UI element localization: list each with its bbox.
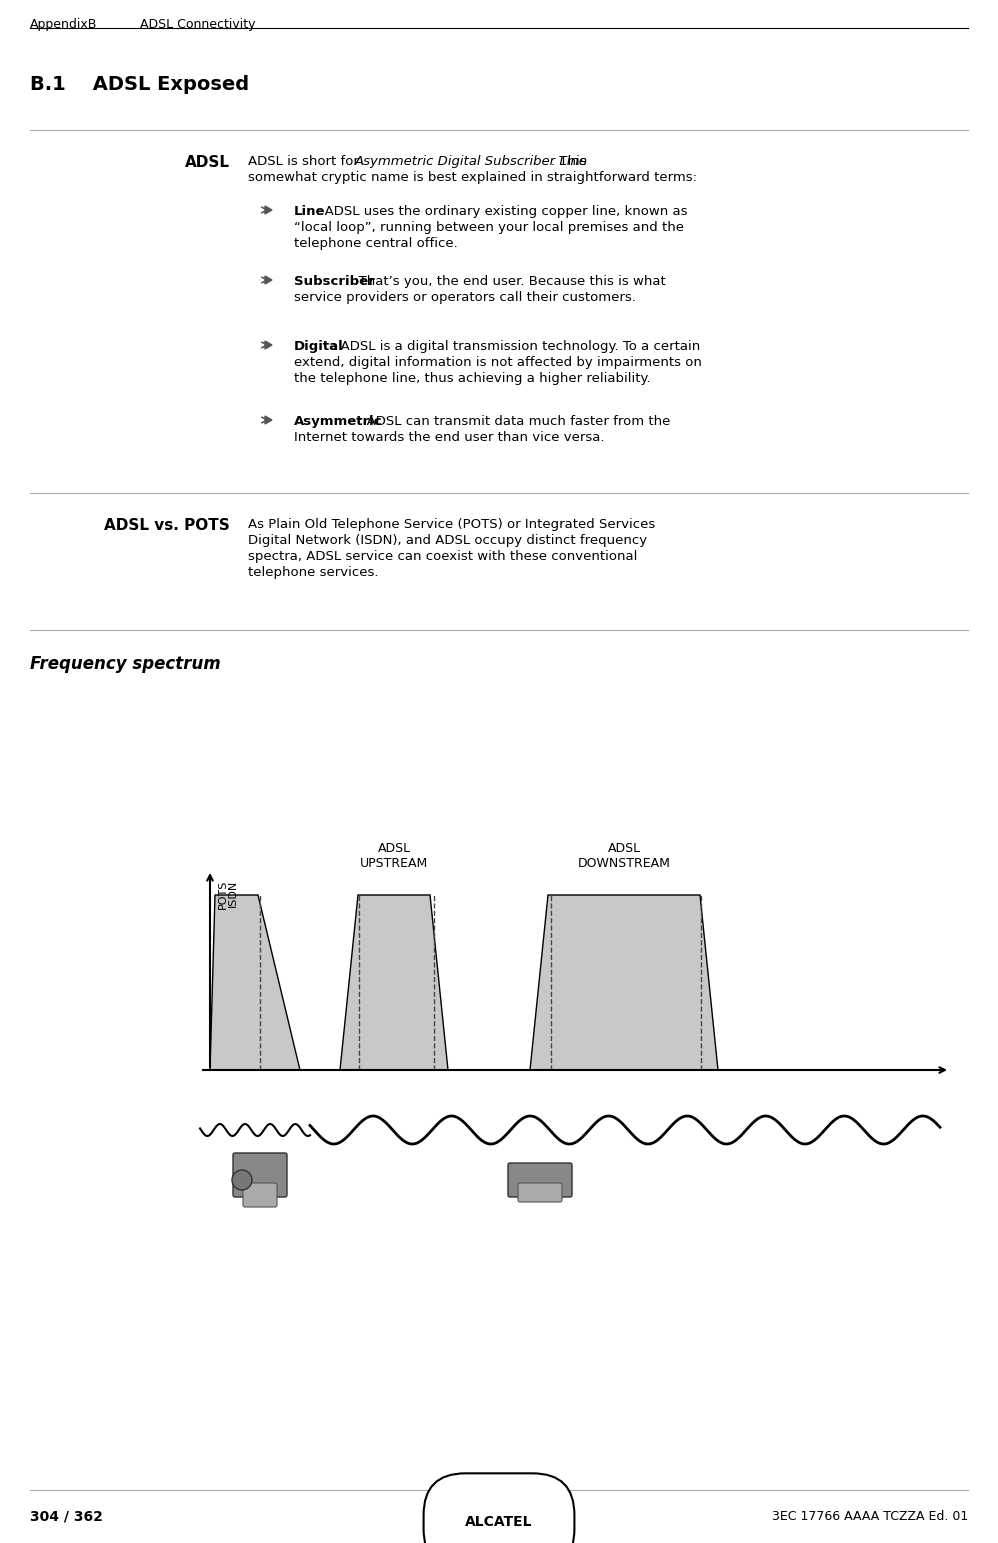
Text: ADSL Connectivity: ADSL Connectivity [140, 19, 255, 31]
FancyBboxPatch shape [233, 1153, 287, 1197]
Text: 304 / 362: 304 / 362 [30, 1511, 103, 1524]
Text: : ADSL is a digital transmission technology. To a certain: : ADSL is a digital transmission technol… [332, 339, 701, 353]
Text: ADSL
UPSTREAM: ADSL UPSTREAM [360, 842, 428, 870]
Text: ADSL is short for: ADSL is short for [248, 154, 363, 168]
Polygon shape [265, 341, 272, 349]
Text: Frequency spectrum: Frequency spectrum [30, 654, 221, 673]
Polygon shape [530, 895, 718, 1069]
Text: extend, digital information is not affected by impairments on: extend, digital information is not affec… [294, 356, 702, 369]
Text: AppendixB: AppendixB [30, 19, 98, 31]
Text: ADSL
DOWNSTREAM: ADSL DOWNSTREAM [578, 842, 671, 870]
Text: : ADSL uses the ordinary existing copper line, known as: : ADSL uses the ordinary existing copper… [316, 205, 688, 218]
Text: Subscriber: Subscriber [294, 275, 375, 289]
Text: spectra, ADSL service can coexist with these conventional: spectra, ADSL service can coexist with t… [248, 549, 638, 563]
Text: Internet towards the end user than vice versa.: Internet towards the end user than vice … [294, 430, 605, 444]
Text: telephone services.: telephone services. [248, 566, 378, 579]
Text: ALCATEL: ALCATEL [465, 1515, 533, 1529]
Text: the telephone line, thus achieving a higher reliability.: the telephone line, thus achieving a hig… [294, 372, 651, 386]
Text: B.1    ADSL Exposed: B.1 ADSL Exposed [30, 76, 250, 94]
Text: “local loop”, running between your local premises and the: “local loop”, running between your local… [294, 221, 684, 235]
Text: ADSL: ADSL [185, 154, 230, 170]
Polygon shape [265, 207, 272, 214]
Text: : ADSL can transmit data much faster from the: : ADSL can transmit data much faster fro… [358, 415, 671, 427]
Text: 3EC 17766 AAAA TCZZA Ed. 01: 3EC 17766 AAAA TCZZA Ed. 01 [771, 1511, 968, 1523]
Text: ISDN: ISDN [228, 880, 238, 907]
Text: : That’s you, the end user. Because this is what: : That’s you, the end user. Because this… [350, 275, 666, 289]
Text: Line: Line [294, 205, 325, 218]
Text: somewhat cryptic name is best explained in straightforward terms:: somewhat cryptic name is best explained … [248, 171, 697, 184]
Polygon shape [265, 417, 272, 424]
FancyBboxPatch shape [518, 1183, 562, 1202]
FancyBboxPatch shape [243, 1183, 277, 1207]
FancyBboxPatch shape [508, 1163, 572, 1197]
Text: service providers or operators call their customers.: service providers or operators call thei… [294, 292, 636, 304]
Polygon shape [340, 895, 448, 1069]
Polygon shape [265, 276, 272, 284]
Text: telephone central office.: telephone central office. [294, 238, 458, 250]
Text: Digital: Digital [294, 339, 343, 353]
Text: . This: . This [551, 154, 587, 168]
Text: Asymmetric: Asymmetric [294, 415, 382, 427]
Text: Asymmetric Digital Subscriber Line: Asymmetric Digital Subscriber Line [355, 154, 588, 168]
Text: As Plain Old Telephone Service (POTS) or Integrated Services: As Plain Old Telephone Service (POTS) or… [248, 518, 656, 531]
Circle shape [232, 1170, 252, 1190]
Text: ADSL vs. POTS: ADSL vs. POTS [104, 518, 230, 532]
Text: Digital Network (ISDN), and ADSL occupy distinct frequency: Digital Network (ISDN), and ADSL occupy … [248, 534, 647, 548]
Polygon shape [493, 1487, 505, 1495]
Polygon shape [210, 895, 300, 1069]
Text: POTS: POTS [218, 880, 228, 909]
